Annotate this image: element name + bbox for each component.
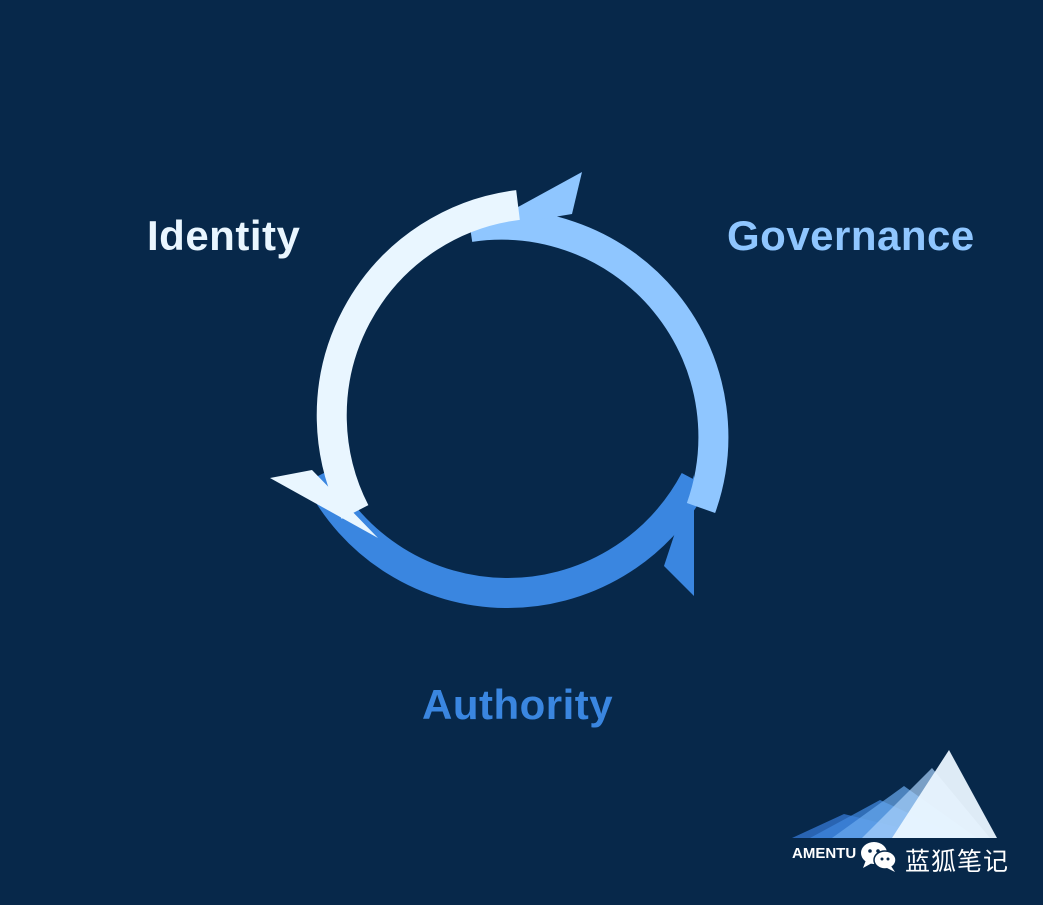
governance-arc [467,209,729,514]
governance-label: Governance [727,212,975,259]
identity-arrowhead [270,470,378,538]
mountain-logo [792,750,997,838]
identity-arc [316,190,520,519]
authority-label: Authority [422,681,614,728]
wechat-account-name: 蓝狐笔记 [905,847,1010,876]
authority-arrowhead [664,475,694,596]
identity-label: Identity [147,212,301,259]
authority-arc [304,469,709,608]
brand-text: AMENTU [792,845,857,862]
wechat-icon [861,842,897,872]
